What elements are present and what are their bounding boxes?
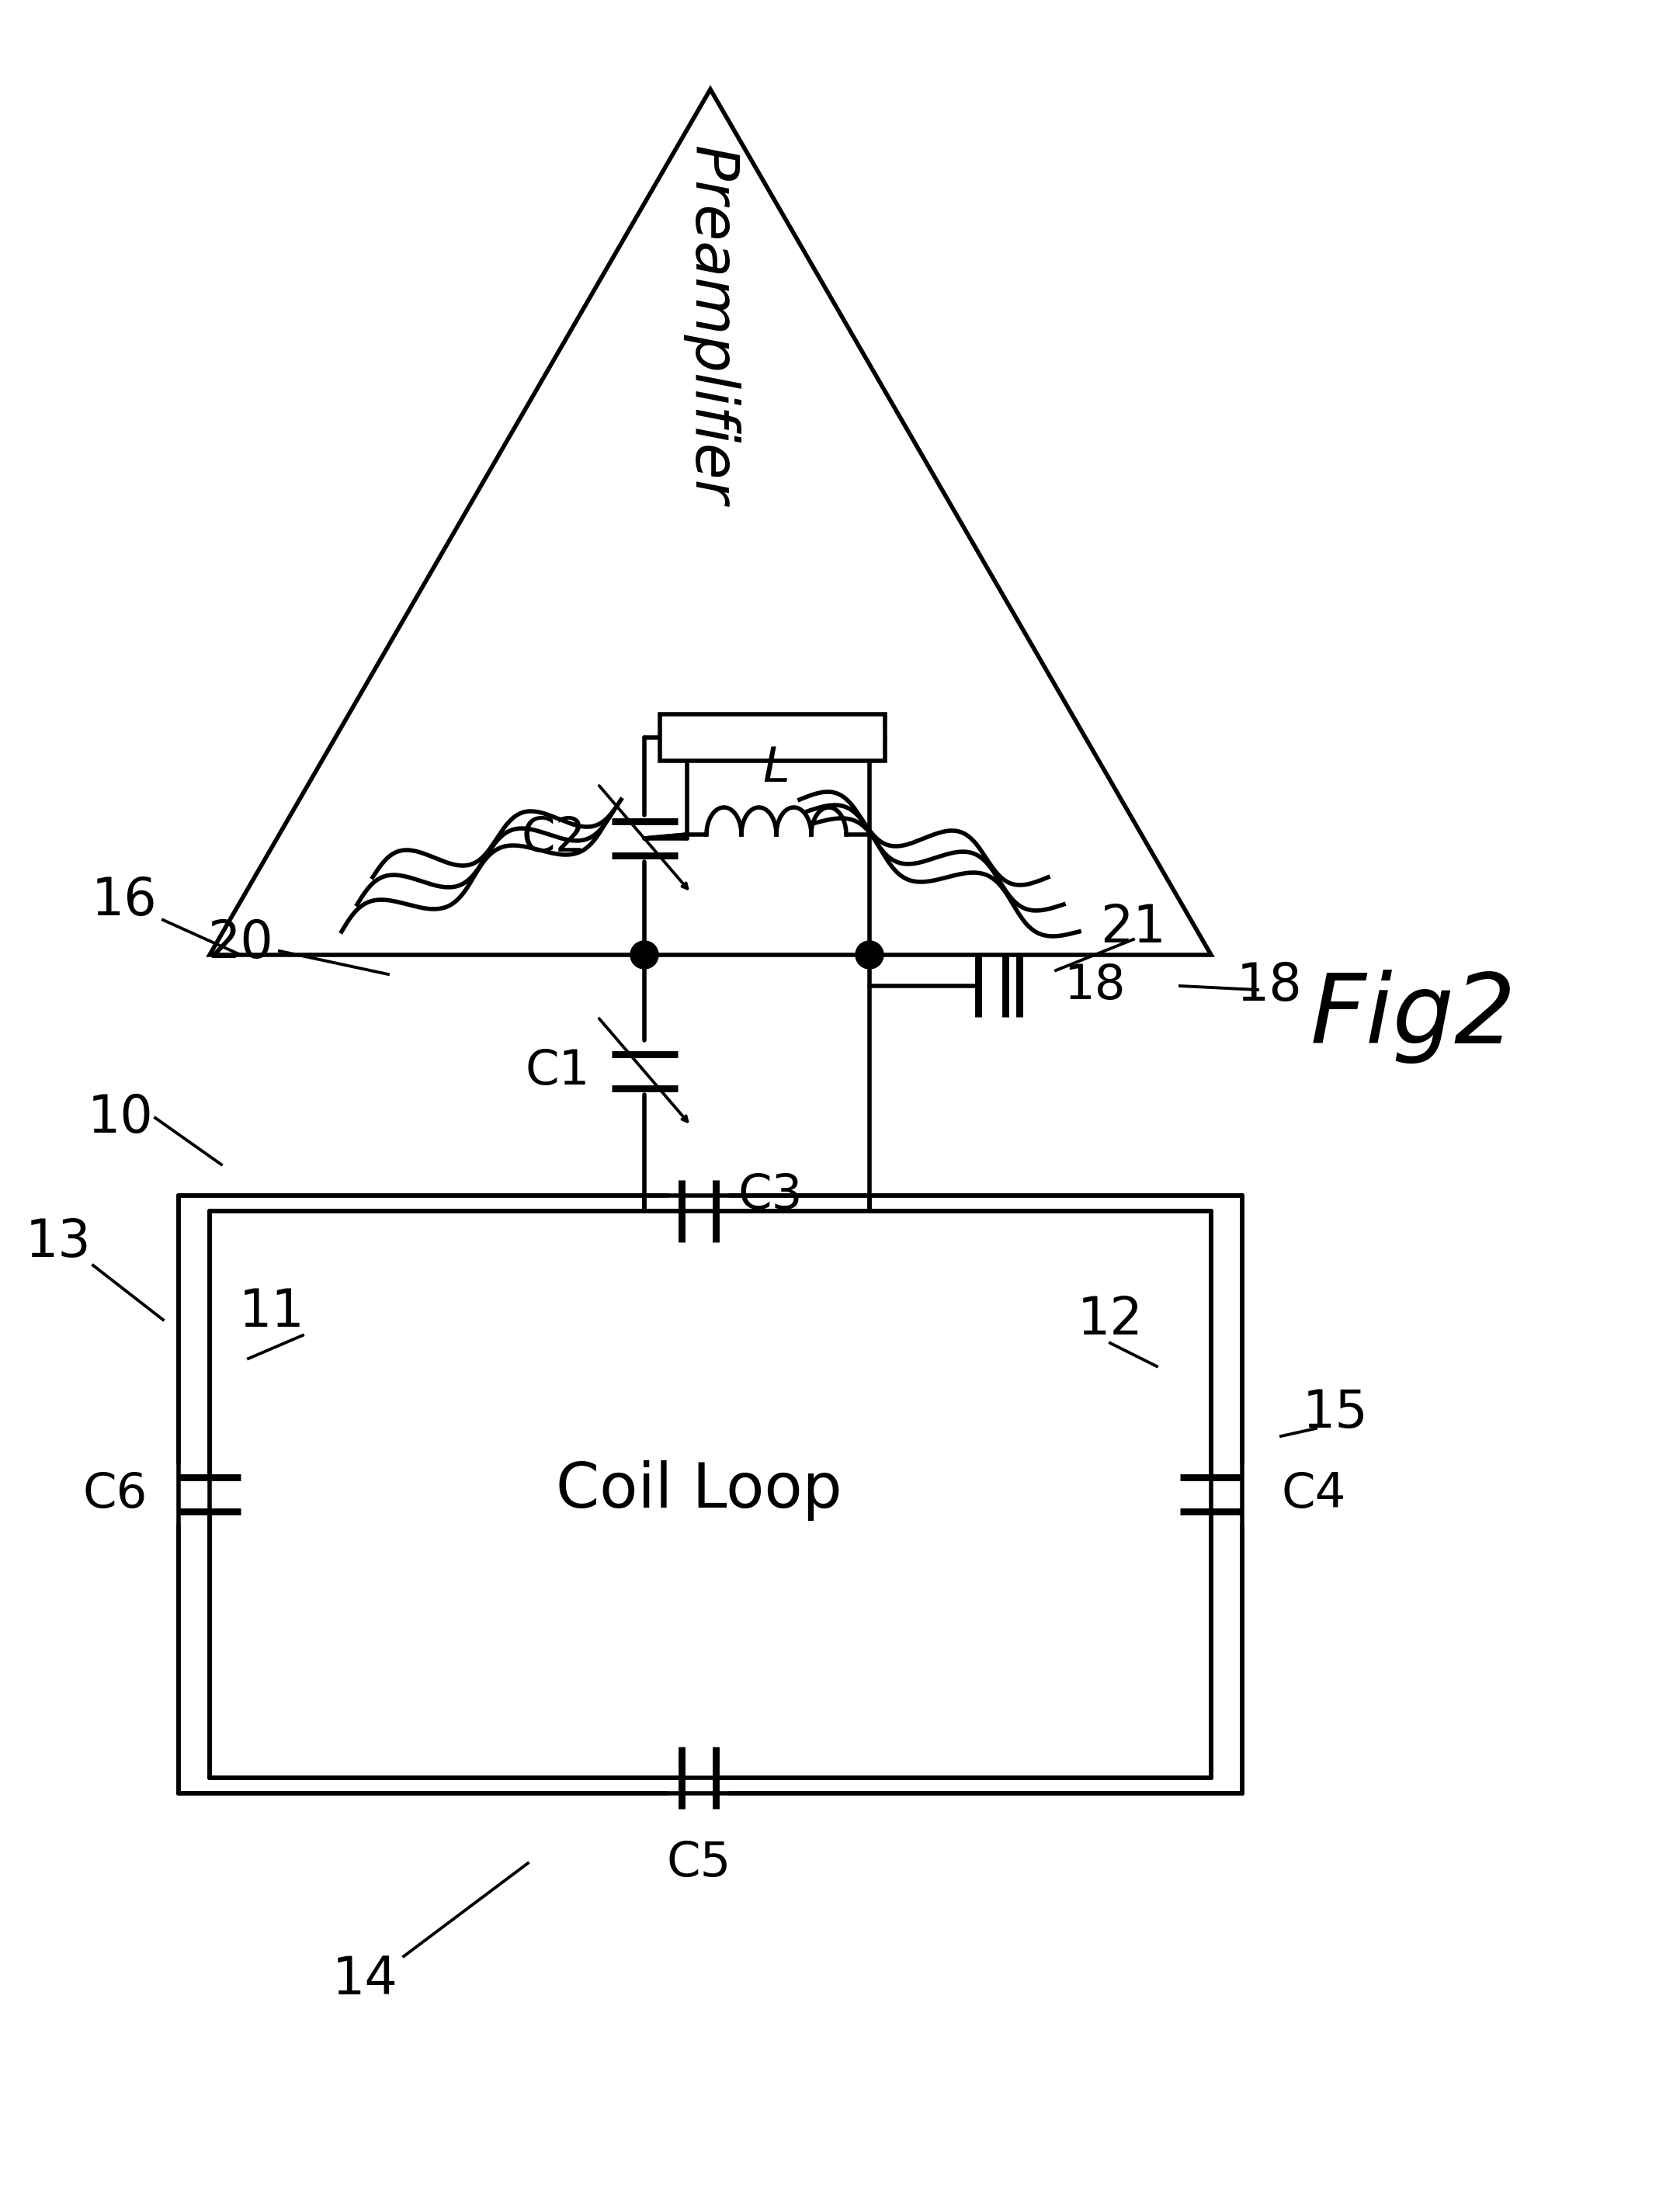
Polygon shape — [210, 90, 1211, 955]
Text: C1: C1 — [526, 1049, 590, 1095]
Text: Fig2: Fig2 — [1310, 970, 1515, 1064]
Text: 18: 18 — [1063, 964, 1126, 1010]
Text: 16: 16 — [91, 876, 158, 926]
Text: C4: C4 — [1280, 1472, 1346, 1518]
Text: 13: 13 — [25, 1215, 91, 1268]
Text: C6: C6 — [82, 1472, 148, 1518]
Text: 15: 15 — [1302, 1386, 1368, 1439]
Text: 11: 11 — [239, 1286, 304, 1338]
Text: 21: 21 — [1100, 902, 1166, 953]
Text: 20: 20 — [208, 918, 274, 968]
Circle shape — [630, 942, 659, 968]
Text: L: L — [763, 745, 790, 793]
Text: Coil Loop: Coil Loop — [556, 1461, 842, 1520]
Text: C3: C3 — [738, 1172, 803, 1220]
Text: 10: 10 — [87, 1093, 153, 1143]
Text: C2: C2 — [521, 815, 586, 861]
Text: C5: C5 — [667, 1840, 731, 1886]
Circle shape — [855, 942, 884, 968]
Text: Preamplifier: Preamplifier — [682, 147, 739, 506]
Text: 18: 18 — [1236, 959, 1302, 1012]
Text: 12: 12 — [1077, 1294, 1142, 1345]
Text: 14: 14 — [333, 1953, 398, 2006]
Bar — [660, 714, 885, 760]
